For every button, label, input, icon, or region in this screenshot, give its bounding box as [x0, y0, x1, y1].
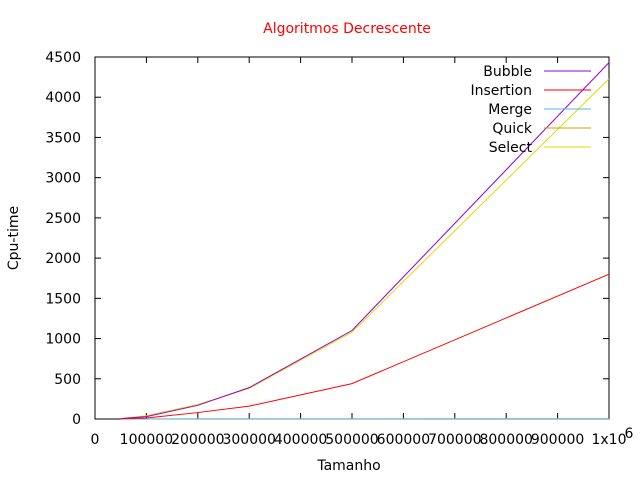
x-axis: 0 100000200000300000400000500000600000700… — [91, 57, 634, 448]
x-axis-label: Tamanho — [316, 458, 380, 474]
legend-label-select: Select — [489, 140, 533, 156]
y-tick-label: 0 — [72, 412, 81, 428]
x-tick-label: 200000 — [171, 432, 224, 448]
y-tick-label: 500 — [54, 372, 81, 388]
y-tick-label: 2500 — [45, 211, 81, 227]
x-tick-label: 1x10 — [591, 432, 626, 448]
x-tick-label: 700000 — [428, 432, 481, 448]
series-lines — [120, 62, 610, 420]
x-tick-label: 400000 — [274, 432, 327, 448]
legend: Bubble Insertion Merge Quick Select — [471, 64, 591, 156]
x-tick-label: 300000 — [222, 432, 275, 448]
x-tick-label: 100000 — [120, 432, 173, 448]
y-axis: 0 500 1000 1500 2000 2500 3000 3500 4000 4500 — [45, 50, 609, 428]
y-tick-label: 2000 — [45, 251, 81, 267]
y-tick-label: 4500 — [45, 50, 81, 66]
legend-label-merge: Merge — [488, 102, 532, 118]
x-tick-exponent: 6 — [625, 426, 634, 442]
y-tick-label: 4000 — [45, 90, 81, 106]
y-tick-label: 1500 — [45, 291, 81, 307]
chart-title: Algoritmos Decrescente — [263, 21, 431, 37]
legend-label-quick: Quick — [492, 121, 532, 137]
y-axis-label: Cpu-time — [6, 206, 22, 270]
x-tick-label: 800000 — [479, 432, 532, 448]
x-tick-label: 0 — [91, 432, 100, 448]
y-tick-label: 1000 — [45, 332, 81, 348]
y-tick-label: 3500 — [45, 130, 81, 146]
series-line-select — [120, 78, 610, 420]
series-line-insertion — [120, 273, 610, 420]
legend-label-insertion: Insertion — [471, 83, 532, 99]
series-line-bubble — [120, 62, 610, 420]
legend-label-bubble: Bubble — [483, 64, 532, 80]
x-tick-label: 500000 — [325, 432, 378, 448]
x-tick-label: 900000 — [531, 432, 584, 448]
y-tick-label: 3000 — [45, 171, 81, 187]
x-tick-label: 600000 — [377, 432, 430, 448]
